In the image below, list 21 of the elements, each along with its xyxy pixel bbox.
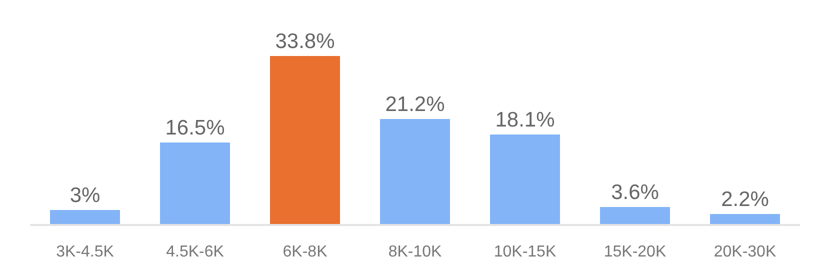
bar bbox=[600, 207, 670, 225]
bar bbox=[160, 142, 230, 225]
data-label: 2.2% bbox=[721, 188, 769, 211]
data-label: 16.5% bbox=[165, 116, 225, 140]
bar bbox=[50, 210, 120, 225]
x-tick-label: 6K-8K bbox=[282, 243, 328, 260]
data-label: 33.8% bbox=[275, 30, 335, 53]
x-tick-label: 15K-20K bbox=[604, 243, 666, 260]
x-tick-label: 20K-30K bbox=[714, 243, 776, 260]
bar bbox=[490, 134, 560, 225]
bar bbox=[380, 119, 450, 225]
bar bbox=[270, 56, 340, 225]
x-tick-label: 8K-10K bbox=[388, 243, 442, 260]
data-label: 21.2% bbox=[385, 93, 445, 116]
data-label: 18.1% bbox=[495, 108, 555, 132]
x-tick-label: 10K-15K bbox=[494, 243, 556, 260]
x-tick-label: 4.5K-6K bbox=[166, 243, 224, 260]
data-label: 3% bbox=[70, 184, 100, 207]
x-tick-label: 3K-4.5K bbox=[56, 243, 114, 260]
bar bbox=[710, 214, 780, 225]
data-label: 3.6% bbox=[611, 181, 659, 204]
